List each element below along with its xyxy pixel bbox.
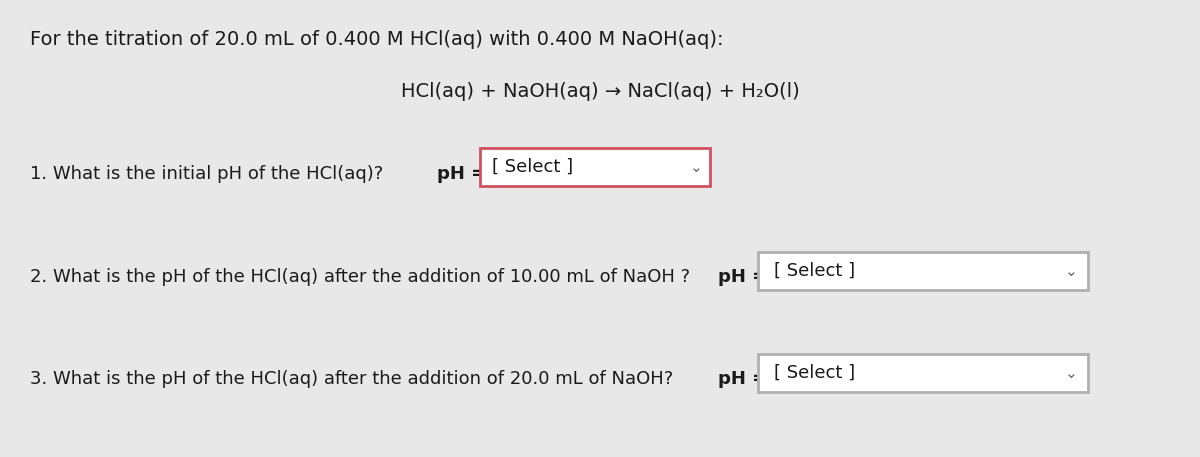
Text: [ Select ]: [ Select ] [774, 364, 856, 382]
Text: ⌄: ⌄ [1066, 264, 1078, 278]
Text: 2. What is the pH of the HCl(aq) after the addition of 10.00 mL of NaOH ?: 2. What is the pH of the HCl(aq) after t… [30, 268, 690, 286]
Text: pH =: pH = [437, 165, 486, 183]
Text: [ Select ]: [ Select ] [774, 262, 856, 280]
Text: ⌄: ⌄ [1066, 366, 1078, 381]
FancyBboxPatch shape [758, 354, 1088, 392]
Text: 3. What is the pH of the HCl(aq) after the addition of 20.0 mL of NaOH?: 3. What is the pH of the HCl(aq) after t… [30, 370, 673, 388]
Text: HCl(aq) + NaOH(aq) → NaCl(aq) + H₂O(l): HCl(aq) + NaOH(aq) → NaCl(aq) + H₂O(l) [401, 82, 799, 101]
Text: For the titration of 20.0 mL of 0.400 M HCl(aq) with 0.400 M NaOH(aq):: For the titration of 20.0 mL of 0.400 M … [30, 30, 724, 49]
Text: 1. What is the initial pH of the HCl(aq)?: 1. What is the initial pH of the HCl(aq)… [30, 165, 383, 183]
Text: pH =: pH = [718, 370, 767, 388]
Text: ⌄: ⌄ [690, 159, 703, 175]
Text: [ Select ]: [ Select ] [492, 158, 572, 176]
FancyBboxPatch shape [758, 252, 1088, 290]
Text: pH =: pH = [718, 268, 767, 286]
FancyBboxPatch shape [480, 148, 710, 186]
